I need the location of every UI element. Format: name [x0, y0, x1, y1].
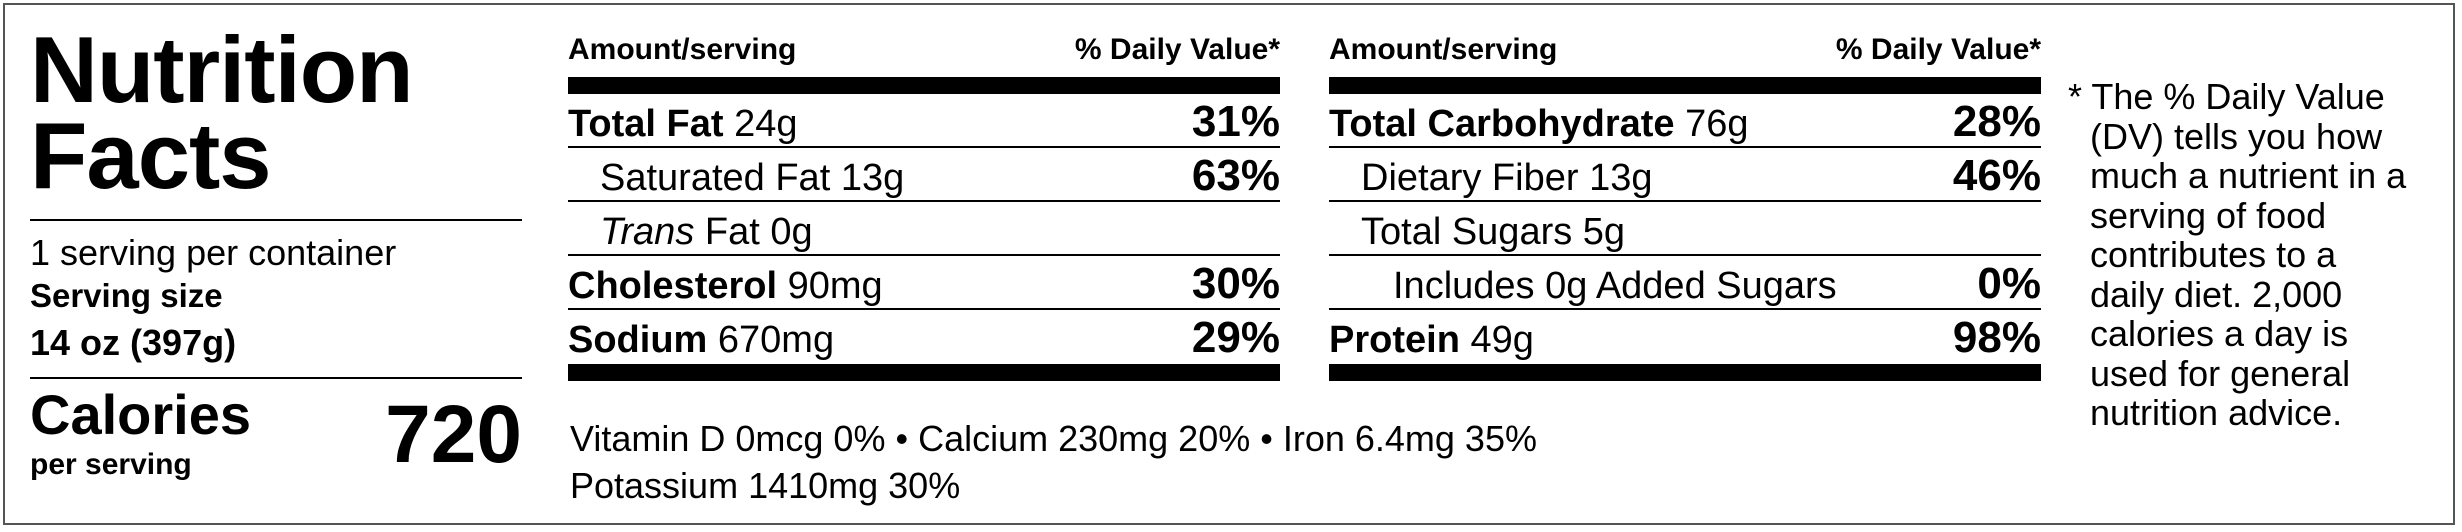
nutrient-rows: Total Fat 24g 31% Saturated Fat 13g 63% Tran…	[568, 94, 1280, 364]
nutrient-daily-value: 28%	[1952, 97, 2041, 146]
nutrient-row: Cholesterol 90mg 30%	[568, 256, 1280, 310]
nutrient-amount: 76g	[1685, 103, 1749, 145]
header-rule	[568, 77, 1280, 94]
calories-value: 720	[385, 389, 522, 480]
nutrients-column-right: Amount/serving % Daily Value* Total Carb…	[1329, 33, 2041, 381]
nutrition-facts-label: Nutrition Facts 1 serving per container …	[3, 3, 2455, 525]
nutrient-row: Sodium 670mg 29%	[568, 310, 1280, 364]
nutrient-label: Cholesterol	[568, 265, 778, 307]
nutrient-label: Total Sugars	[1361, 211, 1573, 253]
footer-rule	[1329, 364, 2041, 381]
nutrient-amount: 670mg	[717, 319, 835, 361]
nutrient-name: Total Sugars 5g	[1329, 210, 1625, 254]
serving-size-value: 14 oz (397g)	[30, 322, 237, 363]
vitamins-minerals: Vitamin D 0mcg 0% • Calcium 230mg 20% • …	[570, 415, 1537, 509]
nutrient-name: Includes 0g Added Sugars	[1329, 264, 1837, 308]
nutrient-row: Includes 0g Added Sugars 0%	[1329, 256, 2041, 310]
amount-header: Amount/serving	[568, 33, 797, 66]
nutrient-amount: 13g	[1589, 157, 1653, 199]
dv-header: % Daily Value*	[1835, 33, 2041, 66]
nutrient-daily-value: 30%	[1191, 259, 1280, 308]
nutrient-name: Saturated Fat 13g	[568, 156, 904, 200]
serving-divider	[30, 377, 522, 379]
nutrient-daily-value: 46%	[1952, 151, 2041, 200]
nutrient-row: Protein 49g 98%	[1329, 310, 2041, 364]
title-line-2: Facts	[30, 103, 272, 208]
column-header: Amount/serving % Daily Value*	[568, 33, 1280, 77]
nutrient-daily-value: 98%	[1952, 313, 2041, 362]
nutrient-row: Total Fat 24g 31%	[568, 94, 1280, 148]
nutrient-daily-value: 63%	[1191, 151, 1280, 200]
nutrient-name: Trans Fat 0g	[568, 210, 813, 254]
nutrient-rows: Total Carbohydrate 76g 28% Dietary Fiber 1…	[1329, 94, 2041, 364]
nutrient-label: Sodium	[568, 319, 708, 361]
nutrient-name: Sodium 670mg	[568, 318, 834, 362]
nutrient-label-rest: Fat	[704, 211, 760, 253]
vitamins-line-1: Vitamin D 0mcg 0% • Calcium 230mg 20% • …	[570, 418, 1537, 459]
nutrient-amount: 5g	[1582, 211, 1626, 253]
nutrient-name: Dietary Fiber 13g	[1329, 156, 1652, 200]
nutrient-amount: 13g	[840, 157, 905, 199]
header-rule	[1329, 77, 2041, 94]
calories-sublabel: per serving	[30, 448, 192, 481]
servings-per-container: 1 serving per container	[30, 232, 397, 273]
nutrient-daily-value: 0%	[1977, 259, 2041, 308]
daily-value-footnote: * The % Daily Value (DV) tells you how m…	[2068, 76, 2407, 433]
footer-rule	[568, 364, 1280, 381]
nutrient-name: Cholesterol 90mg	[568, 264, 883, 308]
nutrient-amount: 90mg	[787, 265, 883, 307]
nutrient-amount: 0g	[770, 211, 813, 253]
serving-size-label: Serving size	[30, 277, 223, 314]
nutrient-row: Total Sugars 5g	[1329, 202, 2041, 256]
nutrient-name: Protein 49g	[1329, 318, 1534, 362]
nutrient-name: Total Carbohydrate 76g	[1329, 102, 1749, 146]
nutrient-label: Includes 0g Added Sugars	[1393, 265, 1837, 307]
label-title: Nutrition Facts	[30, 17, 530, 208]
calories-label: Calories	[30, 383, 251, 446]
nutrient-label: Total Fat	[568, 103, 724, 145]
title-line-1: Nutrition	[30, 17, 414, 122]
nutrient-label: Protein	[1329, 319, 1460, 361]
column-header: Amount/serving % Daily Value*	[1329, 33, 2041, 77]
nutrient-label: Dietary Fiber	[1361, 157, 1579, 199]
nutrient-label: Trans	[600, 211, 695, 253]
vitamins-line-2: Potassium 1410mg 30%	[570, 465, 961, 506]
nutrients-column-left: Amount/serving % Daily Value* Total Fat …	[568, 33, 1280, 381]
nutrient-amount: 49g	[1470, 319, 1534, 361]
nutrient-label: Saturated Fat	[600, 157, 831, 199]
dv-header: % Daily Value*	[1074, 33, 1280, 66]
title-divider	[30, 219, 522, 221]
nutrient-row: Trans Fat 0g	[568, 202, 1280, 256]
nutrient-daily-value: 31%	[1191, 97, 1280, 146]
nutrient-daily-value: 29%	[1191, 313, 1280, 362]
nutrient-label: Total Carbohydrate	[1329, 103, 1675, 145]
amount-header: Amount/serving	[1329, 33, 1558, 66]
nutrient-name: Total Fat 24g	[568, 102, 797, 146]
nutrient-amount: 24g	[734, 103, 798, 145]
nutrient-row: Saturated Fat 13g 63%	[568, 148, 1280, 202]
nutrient-row: Dietary Fiber 13g 46%	[1329, 148, 2041, 202]
nutrient-row: Total Carbohydrate 76g 28%	[1329, 94, 2041, 148]
